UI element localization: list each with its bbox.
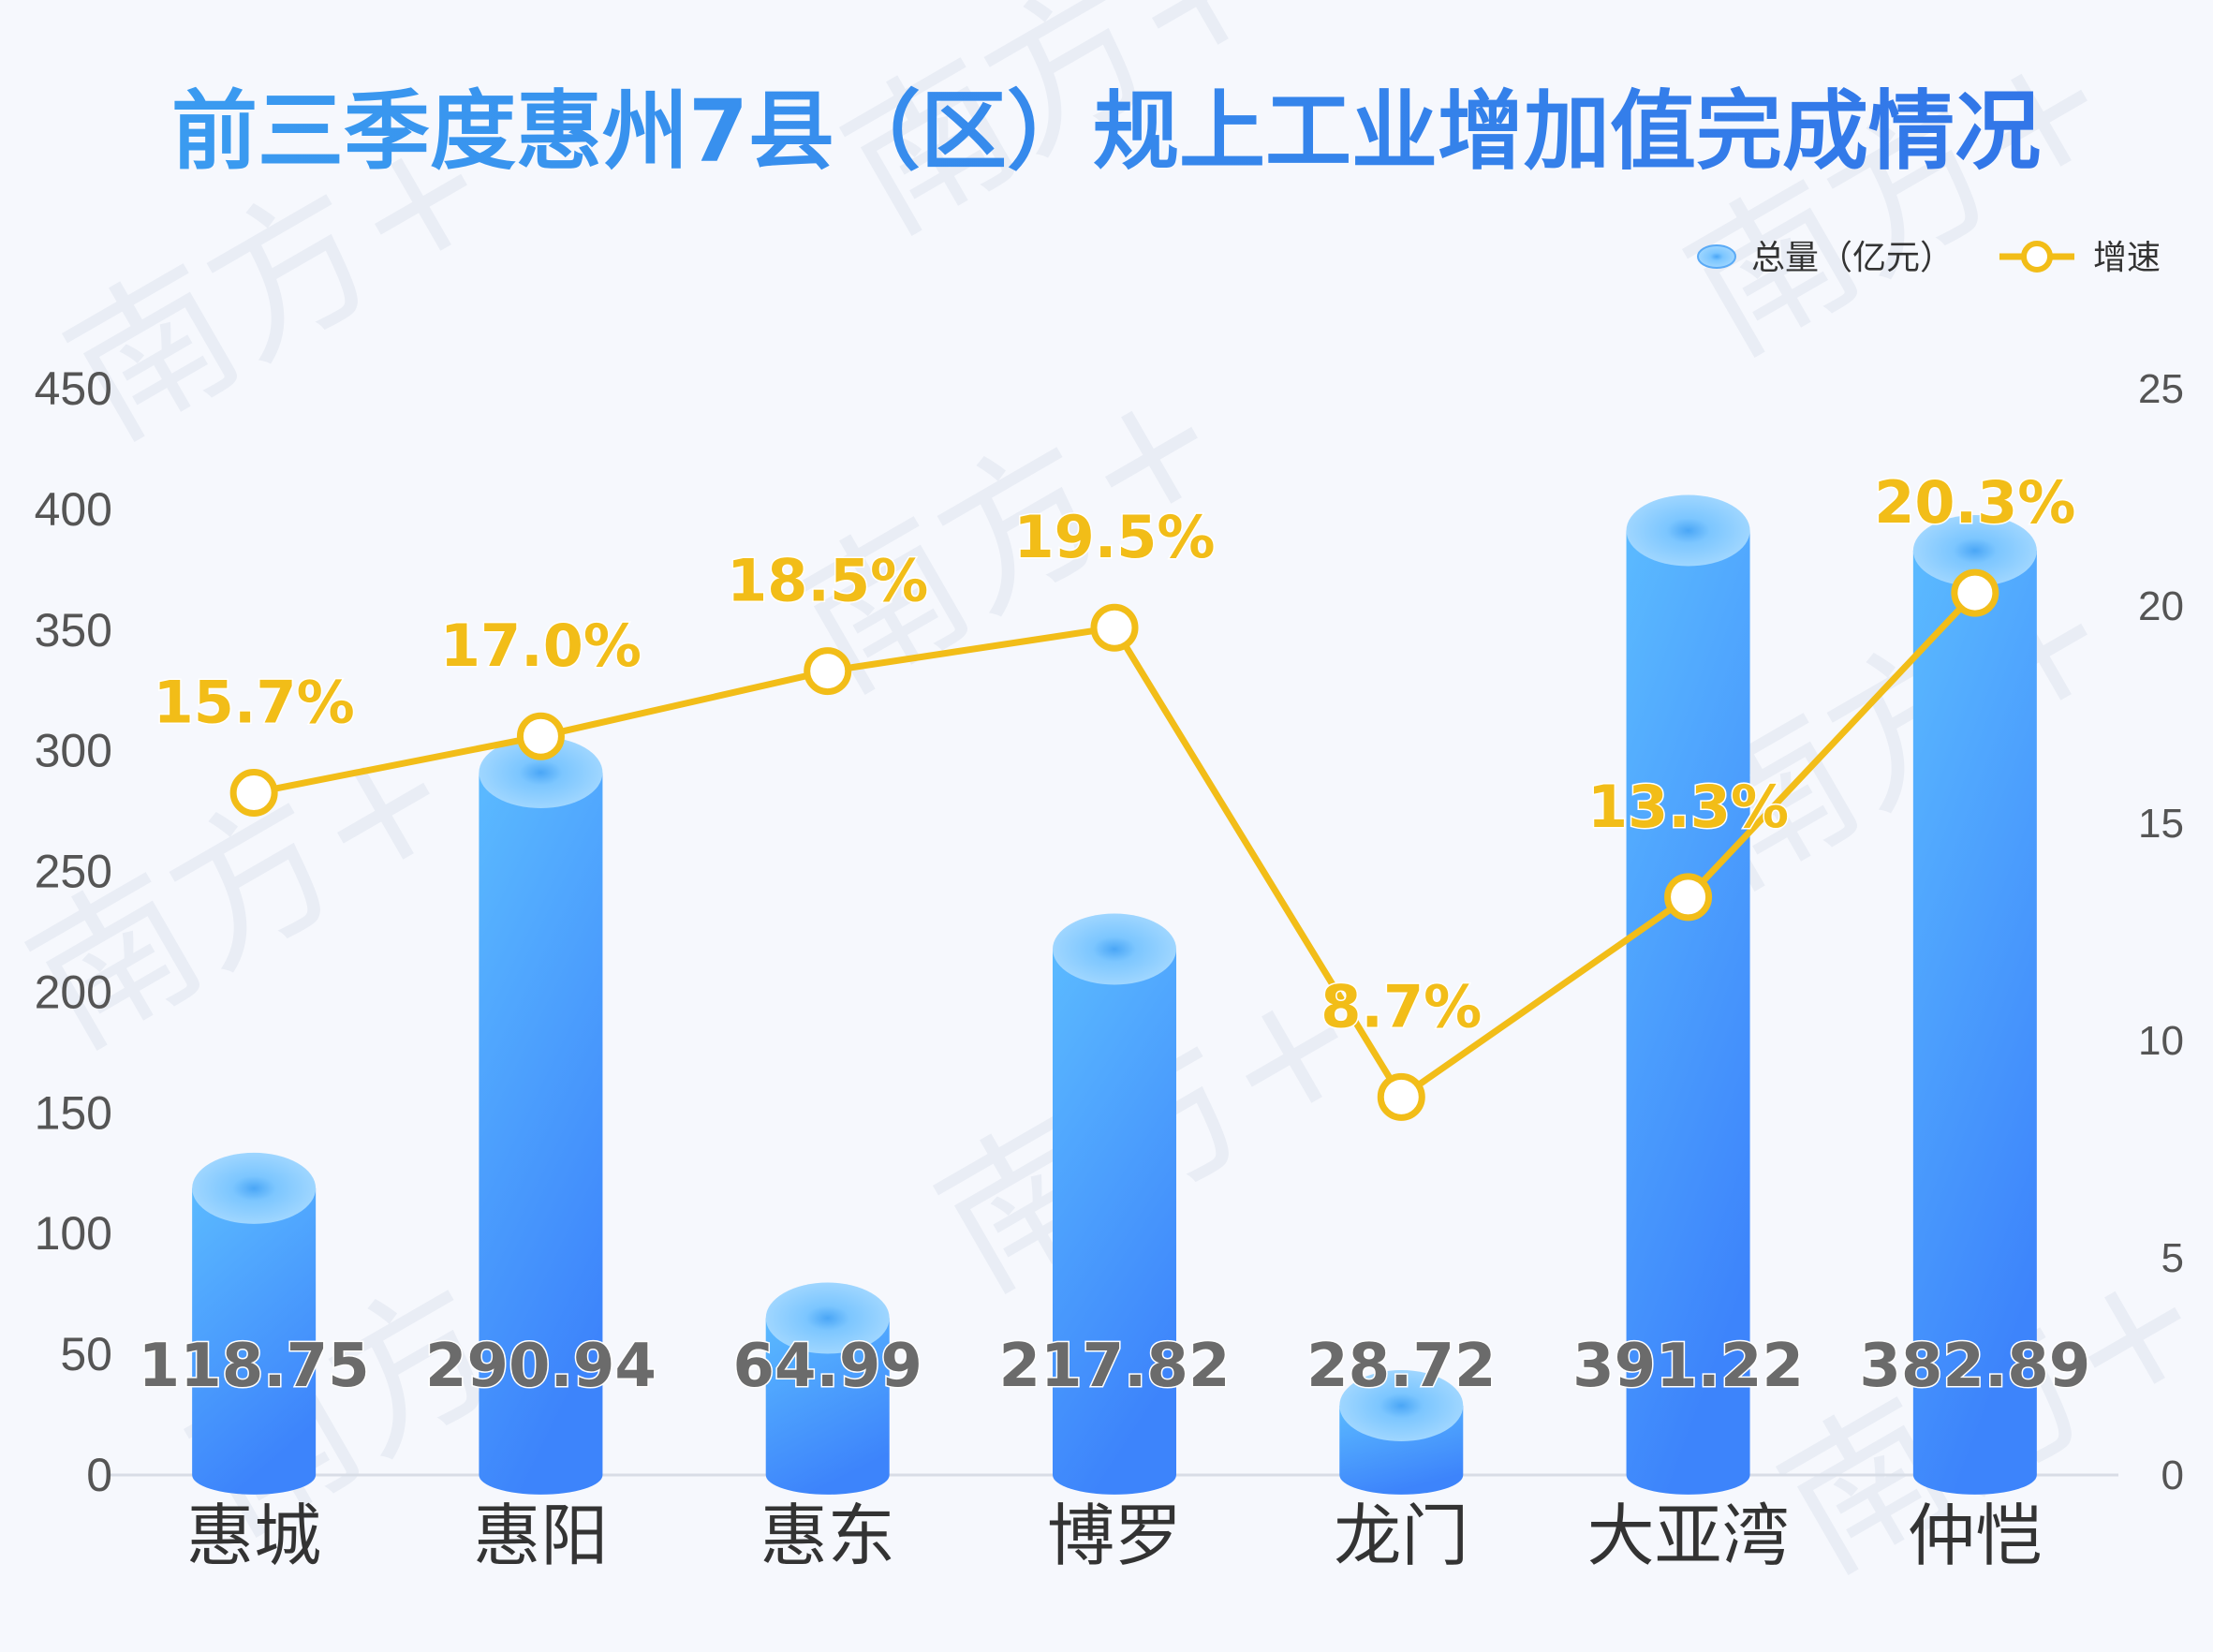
bar-value-label: 64.99 (732, 1332, 922, 1401)
category-label: 龙门 (1334, 1497, 1468, 1575)
legend-bar-label: 总量（亿元） (1751, 239, 1954, 277)
y-left-tick-label: 350 (35, 604, 112, 656)
y-left-tick-label: 150 (35, 1086, 112, 1139)
bar (479, 737, 603, 1495)
axes: 0 50 100 150 200 250 300 350 400 450 0 5 10 15 20 25 (35, 362, 2184, 1501)
y-left-tick-label: 50 (60, 1328, 112, 1380)
rate-value-labels: 15.7% 17.0% 18.5% 19.5% 8.7% 13.3% 20.3% (152, 467, 2077, 1042)
category-label: 惠城 (186, 1497, 321, 1575)
chart-title: 前三季度惠州7县（区）规上工业增加值完成情况 (171, 81, 2041, 182)
legend-line-marker (2021, 241, 2053, 273)
bar-cap (765, 1282, 890, 1354)
y-left-tick-label: 250 (35, 846, 112, 898)
rate-point (229, 769, 278, 818)
rate-point (1090, 603, 1139, 652)
rate-value-label: 19.5% (1013, 503, 1215, 571)
bar-value-label: 382.89 (1859, 1332, 2090, 1401)
category-label: 大亚湾 (1587, 1497, 1790, 1575)
watermark-text: 南方+ (1660, 3, 2144, 390)
y-right-tick-label: 25 (2138, 366, 2184, 412)
rate-value-label: 18.5% (727, 547, 928, 615)
bar-value-labels: 118.75 290.94 64.99 217.82 28.72 391.22 382.89 (137, 1331, 2092, 1403)
bar (1626, 494, 1750, 1495)
y-left-tick-label: 450 (35, 362, 112, 415)
legend-bar-swatch (1697, 244, 1736, 269)
rate-point (1664, 873, 1713, 922)
bar-body (1053, 949, 1176, 1495)
bar-body (192, 1187, 317, 1495)
rate-value-label: 13.3% (1587, 773, 1789, 841)
bar-value-label: 28.72 (1306, 1332, 1496, 1401)
rate-point (1377, 1072, 1425, 1121)
bar-body (1912, 550, 2037, 1495)
y-left-tick-label: 400 (35, 483, 112, 536)
bar-value-label: 118.75 (139, 1332, 370, 1401)
bar-series (192, 494, 2037, 1495)
bar-cap (1912, 514, 2037, 586)
y-right-tick-label: 20 (2138, 583, 2184, 629)
bar (192, 1152, 317, 1495)
y-right-tick-label: 5 (2161, 1235, 2184, 1281)
bar-body (765, 1318, 890, 1495)
rate-value-label: 8.7% (1320, 972, 1482, 1040)
bar-cap (1339, 1369, 1464, 1441)
category-label: 惠阳 (473, 1497, 608, 1575)
bar-value-label: 290.94 (425, 1332, 657, 1401)
y-left-tick-label: 0 (86, 1449, 112, 1501)
y-right-tick-label: 0 (2161, 1453, 2184, 1498)
y-left-tick-label: 200 (35, 966, 112, 1018)
category-label: 仲恺 (1908, 1497, 2043, 1575)
bar (1912, 514, 2037, 1495)
rate-value-label: 15.7% (154, 669, 355, 737)
y-left-tick-label: 100 (35, 1207, 112, 1260)
category-label: 惠东 (760, 1497, 895, 1575)
bar-cap (1626, 494, 1750, 567)
y-left-tick-label: 300 (35, 725, 112, 777)
bar (1339, 1369, 1464, 1495)
y-right-tick-label: 15 (2138, 801, 2184, 847)
category-labels: 惠城 惠阳 惠东 博罗 龙门 大亚湾 仲恺 (186, 1497, 2043, 1575)
bar-value-label: 391.22 (1572, 1332, 1804, 1401)
legend-line-label: 增速 (2093, 239, 2161, 277)
rate-point (516, 712, 565, 760)
bar-cap (479, 737, 603, 809)
bar (765, 1282, 890, 1495)
legend: 总量（亿元） 增速 (1697, 239, 2161, 277)
rate-line-series (229, 568, 1999, 1121)
rate-value-label: 20.3% (1874, 468, 2075, 537)
y-right-tick-label: 10 (2138, 1018, 2184, 1064)
bar-cap (192, 1152, 317, 1224)
bar-cap (1053, 913, 1176, 985)
bar (1053, 913, 1176, 1495)
bar-value-label: 217.82 (999, 1332, 1231, 1401)
category-label: 博罗 (1047, 1497, 1182, 1575)
bar-body (1626, 530, 1750, 1495)
rate-value-label: 17.0% (440, 612, 642, 680)
rate-point (804, 647, 852, 696)
rate-point (1951, 568, 1999, 617)
bar-body (479, 773, 603, 1495)
